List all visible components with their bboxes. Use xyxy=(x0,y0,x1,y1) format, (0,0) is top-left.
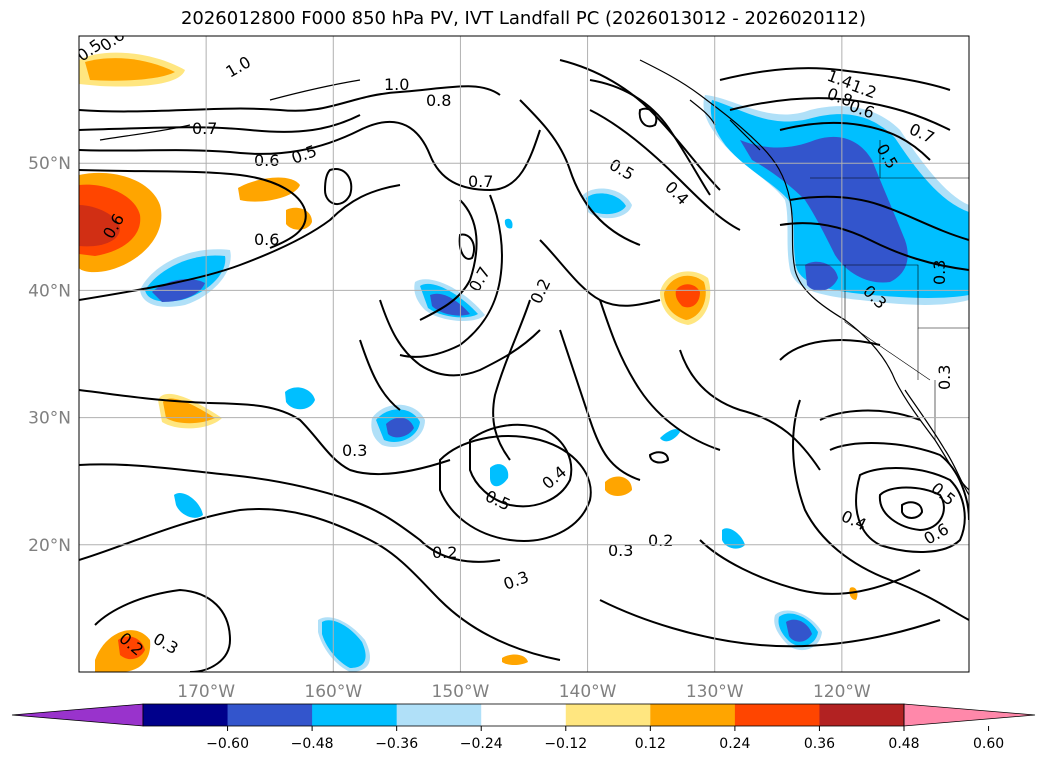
negative-anomaly xyxy=(174,492,203,518)
contour-label: 0.5 xyxy=(606,155,638,184)
colorbar-tick-label: −0.36 xyxy=(375,736,418,752)
positive-anomaly xyxy=(605,476,632,496)
colorbar-segment xyxy=(396,704,482,726)
colorbar-tick-label: 0.36 xyxy=(804,736,835,752)
map-frame xyxy=(78,35,970,673)
colorbar-tick-label: 0.48 xyxy=(888,736,919,752)
colorbar-segment xyxy=(143,704,229,726)
contour-label: 0.6 xyxy=(254,151,279,170)
positive-anomaly xyxy=(85,58,175,81)
contour-label: 0.2 xyxy=(432,543,457,562)
lat-label: 40°N xyxy=(28,281,71,301)
contour-label: 0.3 xyxy=(501,567,531,594)
colorbar-tick-label: 0.60 xyxy=(973,736,1004,752)
colorbar-tick-label: −0.12 xyxy=(544,736,587,752)
negative-anomaly xyxy=(285,387,315,410)
contour-label: 0.7 xyxy=(192,119,217,138)
colorbar-segment xyxy=(819,704,905,726)
positive-anomaly xyxy=(163,398,215,424)
contour-label: 0.7 xyxy=(468,172,493,191)
negative-anomaly xyxy=(805,261,838,291)
negative-anomaly xyxy=(786,619,812,642)
colorbar-segment xyxy=(650,704,736,726)
contour-label: 0.4 xyxy=(661,177,692,208)
latitude-labels: 50°N 40°N 30°N 20°N xyxy=(28,154,71,556)
lon-label: 120°W xyxy=(813,682,871,700)
contour-label: 0.5 xyxy=(927,479,959,510)
negative-anomaly xyxy=(504,218,513,229)
contour-label: 1.0 xyxy=(223,52,255,81)
contour-label: 0.3 xyxy=(608,541,633,560)
negative-anomaly xyxy=(322,620,366,668)
positive-anomaly xyxy=(502,654,528,665)
positive-anomaly xyxy=(849,587,858,600)
lat-label: 20°N xyxy=(28,536,71,556)
contour-label: 0.3 xyxy=(342,441,367,460)
negative-anomaly xyxy=(386,417,414,438)
positive-anomaly xyxy=(238,177,300,202)
contour-label: 0.5 xyxy=(482,486,513,514)
state-borders xyxy=(795,140,969,440)
colorbar-tick-label: −0.24 xyxy=(460,736,503,752)
contour-label: 0.6 xyxy=(921,519,953,548)
contour-label: 0.6 xyxy=(254,230,279,249)
colorbar-tick-label: 0.12 xyxy=(635,736,666,752)
positive-anomaly xyxy=(79,205,120,247)
contour-label: 0.2 xyxy=(526,276,554,307)
negative-anomaly xyxy=(586,193,626,215)
colorbar: −0.60 −0.48 −0.36 −0.24 −0.12 0.12 0.24 0.36 0.4… xyxy=(11,703,1036,752)
colorbar-segment xyxy=(734,704,820,726)
contour-label: 1.0 xyxy=(384,75,409,94)
negative-anomaly xyxy=(660,429,680,442)
contour-label: 0.5 xyxy=(289,141,319,168)
contour-label: 0.3 xyxy=(930,260,949,285)
contour-label: 0.8 xyxy=(426,91,451,110)
lon-label: 130°W xyxy=(686,682,744,700)
map-panel: 0.6 0.5 1.0 1.0 0.8 0.7 0.6 0.5 0.7 0.6 … xyxy=(28,35,970,700)
contour-label: 0.3 xyxy=(150,629,182,658)
figure-title: 2026012800 F000 850 hPa PV, IVT Landfall… xyxy=(180,8,867,29)
gridlines xyxy=(79,36,969,672)
colorbar-segment xyxy=(481,704,567,726)
colorbar-ticks: −0.60 −0.48 −0.36 −0.24 −0.12 0.12 0.24 0.36 0.4… xyxy=(206,726,1004,752)
colorbar-tick-label: −0.48 xyxy=(291,736,334,752)
positive-anomaly xyxy=(118,636,145,660)
colorbar-segment xyxy=(565,704,651,726)
pv-contours xyxy=(79,59,969,672)
lon-label: 140°W xyxy=(559,682,617,700)
colorbar-outline xyxy=(142,703,905,727)
negative-anomaly xyxy=(722,528,745,549)
contour-label: 0.3 xyxy=(935,365,954,390)
colorbar-segment xyxy=(227,704,313,726)
lon-label: 170°W xyxy=(177,682,235,700)
colorbar-segment xyxy=(312,704,398,726)
longitude-labels: 170°W 160°W 150°W 140°W 130°W 120°W xyxy=(177,682,871,700)
colorbar-tick-label: −0.60 xyxy=(206,736,249,752)
colorbar-extend-high xyxy=(903,703,1036,727)
colorbar-tick-label: 0.24 xyxy=(719,736,750,752)
colorbar-segments xyxy=(11,703,1036,727)
lat-label: 30°N xyxy=(28,409,71,429)
colorbar-extend-low xyxy=(11,703,144,727)
negative-anomaly xyxy=(740,136,908,283)
contour-label: 0.2 xyxy=(648,531,673,550)
lon-label: 160°W xyxy=(304,682,362,700)
positive-anomaly xyxy=(286,207,312,230)
negative-anomaly xyxy=(490,464,509,487)
lon-label: 150°W xyxy=(432,682,490,700)
lat-label: 50°N xyxy=(28,154,71,174)
